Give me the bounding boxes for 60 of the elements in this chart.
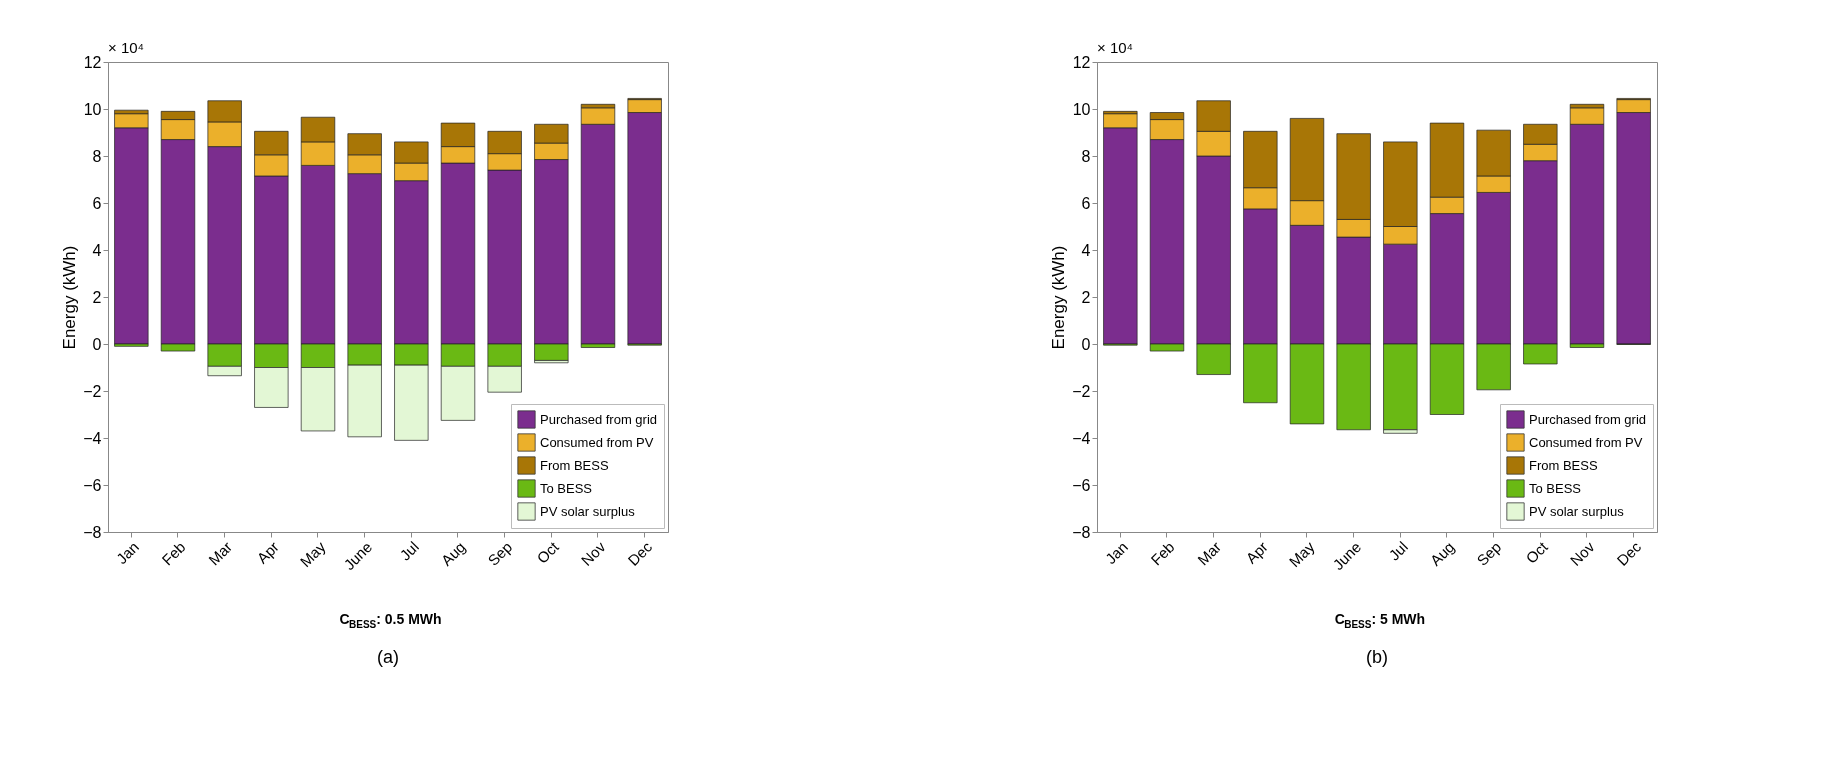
x-tick-label: Feb bbox=[158, 538, 189, 569]
legend-label: Consumed from PV bbox=[540, 434, 654, 450]
legend-label: PV solar surplus bbox=[1529, 503, 1625, 519]
y-tick-label: 8 bbox=[92, 147, 102, 165]
y-tick-label: −6 bbox=[83, 476, 102, 494]
legend-label: From BESS bbox=[540, 457, 609, 473]
x-tick-label: Feb bbox=[1147, 538, 1178, 569]
x-tick-label: Apr bbox=[1242, 538, 1271, 567]
y-tick-label: 12 bbox=[83, 53, 102, 71]
x-tick-label: Oct bbox=[1522, 537, 1552, 567]
y-tick-label: 2 bbox=[1081, 288, 1091, 306]
x-tick-label: Jul bbox=[396, 538, 422, 564]
y-tick-label: −4 bbox=[83, 429, 102, 447]
y-tick-label: 6 bbox=[1081, 194, 1091, 212]
y-tick-label: 4 bbox=[92, 241, 102, 259]
x-tick-label: Nov bbox=[1566, 537, 1598, 569]
y-tick-label: 0 bbox=[1081, 335, 1091, 353]
y-tick-label: 4 bbox=[1081, 241, 1091, 259]
y-tick-label: −2 bbox=[83, 382, 102, 400]
x-tick-label: Mar bbox=[204, 538, 236, 569]
text: (a) bbox=[377, 647, 399, 667]
y-tick-label: 6 bbox=[92, 194, 102, 212]
x-tick-label: Mar bbox=[1193, 538, 1225, 569]
y-axis-title: Energy (kWh) bbox=[60, 245, 80, 350]
y-tick-label: 10 bbox=[83, 100, 102, 118]
y-tick-label: 8 bbox=[1081, 147, 1091, 165]
text: × 10⁴ bbox=[108, 39, 145, 56]
x-tick-label: Jan bbox=[112, 538, 142, 568]
y-tick-label: 0 bbox=[92, 335, 102, 353]
legend-label: To BESS bbox=[1529, 480, 1582, 496]
x-tick-label: Nov bbox=[577, 537, 609, 569]
legend-label: To BESS bbox=[540, 480, 593, 496]
x-tick-label: Sep bbox=[1473, 538, 1505, 569]
y-tick-label: −8 bbox=[83, 523, 102, 541]
x-tick-label: Sep bbox=[484, 538, 516, 569]
x-tick-label: May bbox=[296, 537, 329, 571]
x-tick-label: Jan bbox=[1101, 538, 1131, 568]
x-tick-label: Apr bbox=[253, 538, 282, 567]
legend-label: Purchased from grid bbox=[540, 411, 658, 427]
y-tick-label: 2 bbox=[92, 288, 102, 306]
y-tick-label: −6 bbox=[1072, 476, 1091, 494]
y-tick-label: 10 bbox=[1072, 100, 1091, 118]
legend-label: Purchased from grid bbox=[1529, 411, 1647, 427]
x-tick-label: Jul bbox=[1385, 538, 1411, 564]
x-tick-label: Dec bbox=[1613, 537, 1645, 569]
x-tick-label: Oct bbox=[533, 537, 563, 567]
text: × 10⁴ bbox=[1097, 39, 1134, 56]
y-tick-label: −2 bbox=[1072, 382, 1091, 400]
y-tick-label: −4 bbox=[1072, 429, 1091, 447]
x-tick-label: May bbox=[1285, 537, 1318, 571]
x-tick-label: Aug bbox=[1426, 538, 1458, 569]
legend-label: Consumed from PV bbox=[1529, 434, 1643, 450]
y-tick-label: 12 bbox=[1072, 53, 1091, 71]
legend-label: PV solar surplus bbox=[540, 503, 636, 519]
y-tick-label: −8 bbox=[1072, 523, 1091, 541]
x-tick-label: Aug bbox=[437, 538, 469, 569]
legend-label: From BESS bbox=[1529, 457, 1598, 473]
text: (b) bbox=[1366, 647, 1388, 667]
x-tick-label: Dec bbox=[624, 537, 656, 569]
y-axis-title: Energy (kWh) bbox=[1049, 245, 1069, 350]
